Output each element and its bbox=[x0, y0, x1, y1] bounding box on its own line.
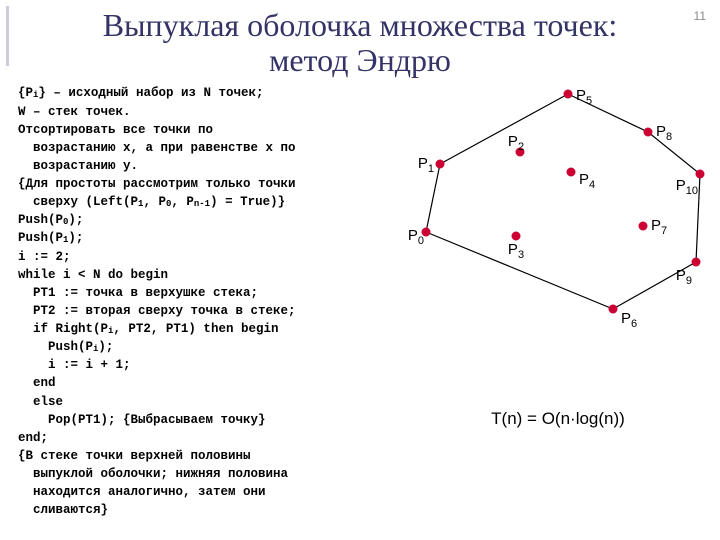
convex-hull-diagram: P0P1P2P3P4P5P6P7P8P9P10 bbox=[406, 84, 710, 364]
point-P9 bbox=[692, 258, 701, 267]
point-P1 bbox=[436, 160, 445, 169]
label-P7: P7 bbox=[651, 217, 667, 237]
algorithm-code: {Pi} – исходный набор из N точек; W – ст… bbox=[18, 84, 398, 519]
point-P8 bbox=[644, 128, 653, 137]
page-number: 11 bbox=[694, 10, 706, 23]
content-row: {Pi} – исходный набор из N точек; W – ст… bbox=[0, 80, 720, 529]
label-P1: P1 bbox=[418, 155, 434, 175]
point-P4 bbox=[567, 168, 576, 177]
label-P4: P4 bbox=[579, 171, 595, 191]
diagram-area: P0P1P2P3P4P5P6P7P8P9P10 T(n) = O(n·log(n… bbox=[406, 84, 710, 519]
label-P6: P6 bbox=[621, 310, 637, 330]
point-P7 bbox=[639, 222, 648, 231]
page-title: 11 Выпуклая оболочка множества точек: ме… bbox=[0, 0, 720, 80]
complexity-formula: T(n) = O(n·log(n)) bbox=[406, 409, 710, 429]
point-P3 bbox=[512, 232, 521, 241]
label-P10: P10 bbox=[676, 177, 698, 197]
label-P0: P0 bbox=[408, 227, 424, 247]
label-P3: P3 bbox=[508, 241, 524, 261]
point-P6 bbox=[609, 305, 618, 314]
label-P9: P9 bbox=[676, 267, 692, 287]
point-P10 bbox=[696, 170, 705, 179]
point-P5 bbox=[564, 90, 573, 99]
label-P5: P5 bbox=[576, 87, 592, 107]
title-line-2: метод Эндрю bbox=[20, 43, 700, 78]
title-line-1: Выпуклая оболочка множества точек: bbox=[20, 8, 700, 43]
